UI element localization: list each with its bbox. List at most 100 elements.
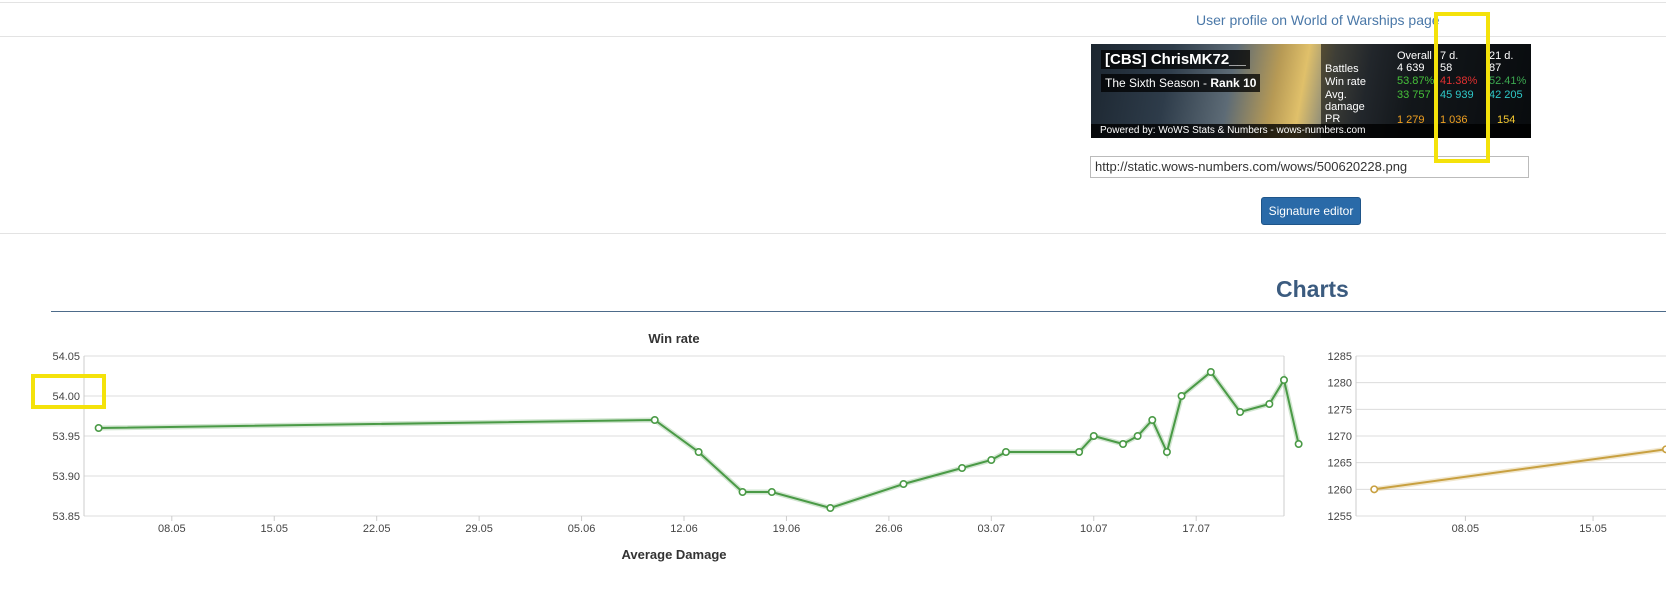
y-tick-label: 1255 — [1328, 511, 1352, 523]
winrate-x-ticks: 08.05 15.05 22.05 29.05 05.06 12.06 19.06 26.06… — [158, 516, 1210, 535]
signature-url-field[interactable]: http://static.wows-numbers.com/wows/5006… — [1090, 156, 1529, 178]
signature-season-rank: Rank 10 — [1210, 76, 1257, 90]
sig-avgdmg-overall: 33 757 — [1397, 89, 1431, 101]
y-tick-label: 54.00 — [52, 391, 80, 403]
y-tick-label: 1260 — [1328, 484, 1352, 496]
sig-battles-overall: 4 639 — [1397, 62, 1425, 74]
data-point — [694, 447, 703, 456]
data-point — [958, 463, 967, 472]
data-point — [1075, 447, 1084, 456]
pr-y-ticks: 1255 1260 1265 1270 1275 1280 1285 — [1328, 351, 1352, 523]
series-line-glow — [98, 368, 1302, 511]
data-point — [1280, 375, 1289, 384]
winrate-chart: Win rate 53.85 53.90 53.95 54.00 54.05 08.05… — [52, 331, 1303, 535]
avg-damage-chart-title: Average Damage — [621, 547, 726, 562]
signature-season-prefix: The Sixth Season - — [1105, 76, 1211, 90]
sig-pr-7d: 1 036 — [1440, 114, 1468, 126]
x-tick-label: 26.06 — [875, 523, 903, 535]
pr-x-ticks: 08.05 15.05 — [1452, 516, 1607, 535]
y-tick-label: 53.90 — [52, 471, 80, 483]
signature-season: The Sixth Season - Rank 10 — [1101, 74, 1261, 92]
sig-avgdmg-21d: 42 205 — [1489, 89, 1523, 101]
top-divider — [0, 2, 1666, 3]
data-point — [1177, 391, 1186, 400]
winrate-gridlines — [83, 355, 1285, 517]
sig-battles-21d: 87 — [1489, 62, 1502, 74]
data-point — [987, 455, 996, 464]
pr-chart: 1255 1260 1265 1270 1275 1280 1285 08.05 15.05 — [1328, 351, 1666, 535]
x-tick-label: 08.05 — [158, 523, 186, 535]
x-tick-label: 15.05 — [1579, 523, 1607, 535]
data-point — [899, 479, 908, 488]
data-point — [1370, 485, 1379, 494]
signature-player-name: [CBS] ChrisMK72__ — [1101, 50, 1250, 69]
y-tick-label: 53.85 — [52, 511, 80, 523]
wows-profile-link[interactable]: User profile on World of Warships page — [1196, 12, 1440, 28]
signature-powered-by: Powered by: WoWS Stats & Numbers - wows-… — [1091, 124, 1531, 138]
data-point — [1148, 415, 1157, 424]
sig-row-winrate-label: Win rate — [1325, 76, 1366, 88]
sig-row-pr-label: PR — [1325, 113, 1341, 125]
sig-winrate-overall: 53.87% — [1397, 75, 1435, 87]
data-point — [767, 487, 776, 496]
x-tick-label: 19.06 — [773, 523, 801, 535]
data-point — [1265, 399, 1274, 408]
header-divider — [0, 36, 1666, 37]
highlight-7d-column — [1434, 12, 1490, 163]
signature-stats-panel — [1321, 44, 1531, 138]
sig-winrate-21d: 52.41% — [1489, 75, 1527, 87]
x-tick-label: 22.05 — [363, 523, 391, 535]
series-line — [1374, 448, 1666, 491]
charts-rule — [51, 311, 1666, 312]
sig-pr-overall: 1 279 — [1397, 114, 1425, 126]
sig-col-21d: 21 d. — [1489, 50, 1514, 62]
y-tick-label: 53.95 — [52, 431, 80, 443]
x-tick-label: 03.07 — [978, 523, 1006, 535]
y-tick-label: 1265 — [1328, 458, 1352, 470]
sig-row-battles-label: Battles — [1325, 63, 1359, 75]
x-tick-label: 29.05 — [465, 523, 493, 535]
x-tick-label: 10.07 — [1080, 523, 1108, 535]
y-tick-label: 54.05 — [52, 351, 80, 363]
pr-series — [1370, 445, 1666, 494]
signature-editor-button[interactable]: Signature editor — [1261, 197, 1361, 225]
x-tick-label: 17.07 — [1182, 523, 1210, 535]
x-tick-label: 08.05 — [1452, 523, 1480, 535]
signature-image: [CBS] ChrisMK72__ The Sixth Season - Ran… — [1091, 44, 1531, 138]
data-point — [1119, 439, 1128, 448]
data-point — [1162, 447, 1171, 456]
data-point — [94, 423, 103, 432]
data-point — [1662, 445, 1666, 454]
sig-row-avgdmg-label2: damage — [1325, 101, 1365, 113]
y-tick-label: 1280 — [1328, 378, 1352, 390]
sig-pr-21d: 154 — [1497, 114, 1516, 126]
data-point — [1294, 439, 1303, 448]
sig-row-avgdmg-label: Avg. — [1325, 89, 1347, 101]
x-tick-label: 12.06 — [670, 523, 698, 535]
y-tick-label: 1275 — [1328, 404, 1352, 416]
data-point — [650, 415, 659, 424]
pr-gridlines — [1355, 355, 1666, 517]
sig-battles-7d: 58 — [1440, 62, 1453, 74]
sig-winrate-7d: 41.38% — [1440, 75, 1478, 87]
series-line — [98, 370, 1300, 510]
x-tick-label: 15.05 — [260, 523, 288, 535]
charts-heading: Charts — [1276, 276, 1349, 302]
data-point — [1206, 367, 1215, 376]
data-point — [738, 487, 747, 496]
data-point — [826, 503, 835, 512]
sig-col-7d: 7 d. — [1440, 50, 1459, 62]
x-tick-label: 05.06 — [568, 523, 596, 535]
data-point — [1001, 447, 1010, 456]
y-tick-label: 1285 — [1328, 351, 1352, 363]
winrate-chart-title: Win rate — [648, 331, 699, 346]
winrate-series — [94, 367, 1303, 512]
section-divider — [0, 233, 1666, 234]
winrate-y-ticks: 53.85 53.90 53.95 54.00 54.05 — [52, 351, 80, 523]
data-point — [1236, 407, 1245, 416]
sig-avgdmg-7d: 45 939 — [1440, 89, 1474, 101]
data-point — [1133, 431, 1142, 440]
highlight-y-tick — [31, 374, 106, 409]
sig-col-overall: Overall — [1397, 50, 1432, 62]
